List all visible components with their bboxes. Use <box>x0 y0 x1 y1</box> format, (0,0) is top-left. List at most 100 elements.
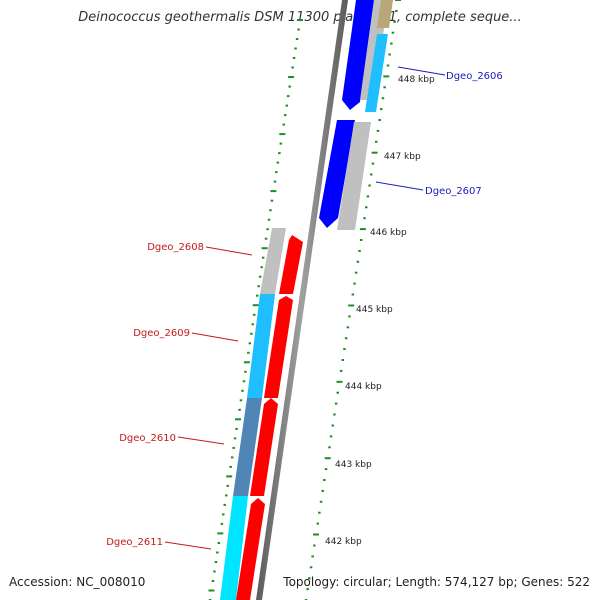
scale-tick-minor-15 <box>371 162 375 165</box>
inner-tick-minor-1 <box>297 28 300 31</box>
scale-tick-major-0 <box>395 0 401 1</box>
gene-label-dgeo-2610[interactable]: Dgeo_2610 <box>119 433 176 444</box>
cyan-feature-2609[interactable] <box>247 294 275 398</box>
scale-tick-minor-22 <box>359 239 363 241</box>
inner-tick-major-18 <box>270 190 277 193</box>
inner-tick-minor-26 <box>260 266 263 269</box>
scale-tick-major-42 <box>324 457 331 460</box>
gene-arrow-dgeo-2606[interactable] <box>342 0 374 110</box>
scale-tick-minor-25 <box>354 271 358 274</box>
inner-tick-major-12 <box>279 133 286 136</box>
inner-tick-minor-53 <box>220 522 224 525</box>
inner-tick-minor-55 <box>217 542 221 544</box>
inner-tick-minor-9 <box>285 104 288 107</box>
inner-tick-minor-2 <box>295 38 299 40</box>
inner-tick-minor-27 <box>258 275 262 278</box>
inner-tick-minor-56 <box>216 551 219 554</box>
inner-tick-minor-15 <box>276 161 280 164</box>
gene-arrow-dgeo-2611[interactable] <box>236 498 265 600</box>
gene-arrow-dgeo-2609[interactable] <box>264 296 293 398</box>
forward-strand-features <box>319 0 393 230</box>
inner-tick-minor-16 <box>275 171 278 174</box>
inner-tick-major-0 <box>297 19 303 21</box>
map-title: Deinococcus geothermalis DSM 11300 plasm… <box>78 10 522 25</box>
inner-tick-minor-40 <box>239 399 243 402</box>
inner-tick-major-6 <box>288 76 295 78</box>
scale-tick-minor-20 <box>363 217 366 220</box>
inner-tick-minor-28 <box>257 285 260 288</box>
scale-tick-minor-29 <box>348 315 351 318</box>
inner-tick-minor-59 <box>211 580 215 582</box>
gene-label-dgeo-2611[interactable]: Dgeo_2611 <box>106 537 163 548</box>
scale-tick-major-21 <box>359 228 366 231</box>
inner-tick-minor-33 <box>250 332 253 335</box>
inner-tick-minor-52 <box>222 513 225 516</box>
scale-tick-minor-52 <box>309 566 313 569</box>
inner-tick-major-30 <box>252 304 259 307</box>
inner-tick-minor-43 <box>235 427 238 430</box>
scale-tick-major-28 <box>348 304 355 307</box>
inner-scale-dots <box>208 19 303 600</box>
inner-tick-minor-8 <box>286 95 290 98</box>
inner-tick-minor-10 <box>284 114 287 117</box>
cyan-feature-2606[interactable] <box>365 34 388 112</box>
inner-tick-minor-45 <box>232 446 235 449</box>
tick-label-445: 445 kbp <box>356 305 393 315</box>
gene-arrow-dgeo-2607[interactable] <box>319 120 355 228</box>
scale-tick-minor-30 <box>346 326 350 329</box>
leader-dgeo-2606 <box>397 66 446 76</box>
inner-tick-minor-47 <box>229 465 232 468</box>
tick-label-442: 442 kbp <box>325 537 362 547</box>
inner-tick-major-60 <box>208 589 215 592</box>
inner-tick-minor-17 <box>273 180 277 183</box>
inner-tick-major-42 <box>235 418 241 421</box>
inner-tick-minor-49 <box>226 484 229 487</box>
gene-arrow-dgeo-2608[interactable] <box>279 235 303 294</box>
scale-tick-minor-45 <box>321 489 324 492</box>
scale-tick-minor-38 <box>333 413 336 416</box>
gene-labels: Dgeo_2606 Dgeo_2607 Dgeo_2608 Dgeo_2609 … <box>106 71 503 548</box>
scale-tick-minor-5 <box>388 53 391 56</box>
inner-tick-minor-57 <box>214 561 218 563</box>
inner-tick-minor-44 <box>233 437 237 440</box>
inner-tick-minor-4 <box>292 57 296 59</box>
inner-tick-minor-35 <box>247 351 250 354</box>
inner-tick-minor-51 <box>223 503 226 506</box>
inner-tick-minor-58 <box>213 570 216 573</box>
inner-tick-minor-41 <box>238 408 241 411</box>
steel-feature-2610[interactable] <box>233 398 262 496</box>
leader-dgeo-2611 <box>164 541 212 550</box>
scale-tick-minor-12 <box>376 129 380 132</box>
scale-tick-major-49 <box>313 533 319 536</box>
scale-tick-minor-50 <box>313 544 316 547</box>
scale-tick-minor-48 <box>316 522 319 525</box>
inner-tick-minor-29 <box>256 294 259 297</box>
aqua-feature-2611[interactable] <box>220 496 248 600</box>
scale-tick-minor-6 <box>386 64 390 67</box>
inner-tick-major-24 <box>261 247 268 250</box>
gene-label-dgeo-2607[interactable]: Dgeo_2607 <box>425 186 482 197</box>
scale-tick-minor-9 <box>381 97 385 100</box>
inner-tick-minor-31 <box>253 313 256 316</box>
inner-tick-minor-7 <box>288 85 291 88</box>
tick-label-443: 443 kbp <box>335 460 372 470</box>
gene-label-dgeo-2606[interactable]: Dgeo_2606 <box>446 71 503 82</box>
scale-tick-minor-2 <box>393 20 396 23</box>
leader-dgeo-2608 <box>205 246 253 256</box>
gene-label-dgeo-2608[interactable]: Dgeo_2608 <box>147 242 204 253</box>
tick-label-444: 444 kbp <box>345 382 382 392</box>
inner-tick-major-54 <box>217 532 224 535</box>
scale-tick-minor-17 <box>368 184 371 187</box>
scale-tick-minor-41 <box>328 446 331 449</box>
leader-dgeo-2610 <box>177 436 225 445</box>
scale-tick-minor-4 <box>390 42 393 45</box>
scale-tick-minor-26 <box>353 282 356 285</box>
inner-tick-minor-38 <box>242 380 246 383</box>
outer-scale-ticks <box>304 0 401 600</box>
leader-dgeo-2607 <box>375 181 424 191</box>
scale-tick-minor-18 <box>366 195 370 198</box>
gene-label-dgeo-2609[interactable]: Dgeo_2609 <box>133 328 190 339</box>
gene-arrow-dgeo-2610[interactable] <box>250 398 278 496</box>
inner-tick-minor-5 <box>291 66 294 69</box>
scale-tick-minor-53 <box>308 577 311 580</box>
